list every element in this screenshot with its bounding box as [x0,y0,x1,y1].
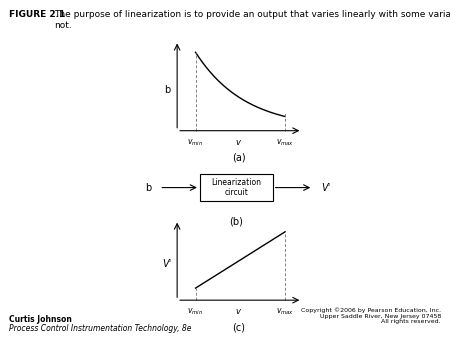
FancyBboxPatch shape [200,174,273,201]
Text: V': V' [163,259,172,269]
Text: (c): (c) [232,323,245,333]
Text: V': V' [321,183,331,193]
Text: b: b [145,183,151,193]
Text: $v_{max}$: $v_{max}$ [276,138,294,148]
Text: b: b [164,85,171,95]
Text: Copyright ©2006 by Pearson Education, Inc.
Upper Saddle River, New Jersey 07458
: Copyright ©2006 by Pearson Education, In… [301,307,441,324]
Text: Linearization
circuit: Linearization circuit [211,178,261,197]
Text: (b): (b) [230,216,243,226]
Text: Curtis Johnson: Curtis Johnson [9,315,72,324]
Text: $v$: $v$ [235,307,242,316]
Text: Process Control Instrumentation Technology, 8e: Process Control Instrumentation Technolo… [9,324,192,333]
Text: (a): (a) [232,152,245,162]
Text: $v_{min}$: $v_{min}$ [187,307,204,317]
Text: FIGURE 2.1: FIGURE 2.1 [9,10,65,19]
Text: $v_{min}$: $v_{min}$ [187,138,204,148]
Text: The purpose of linearization is to provide an output that varies linearly with s: The purpose of linearization is to provi… [54,10,450,29]
Text: $v$: $v$ [235,138,242,147]
Text: $v_{max}$: $v_{max}$ [276,307,294,317]
